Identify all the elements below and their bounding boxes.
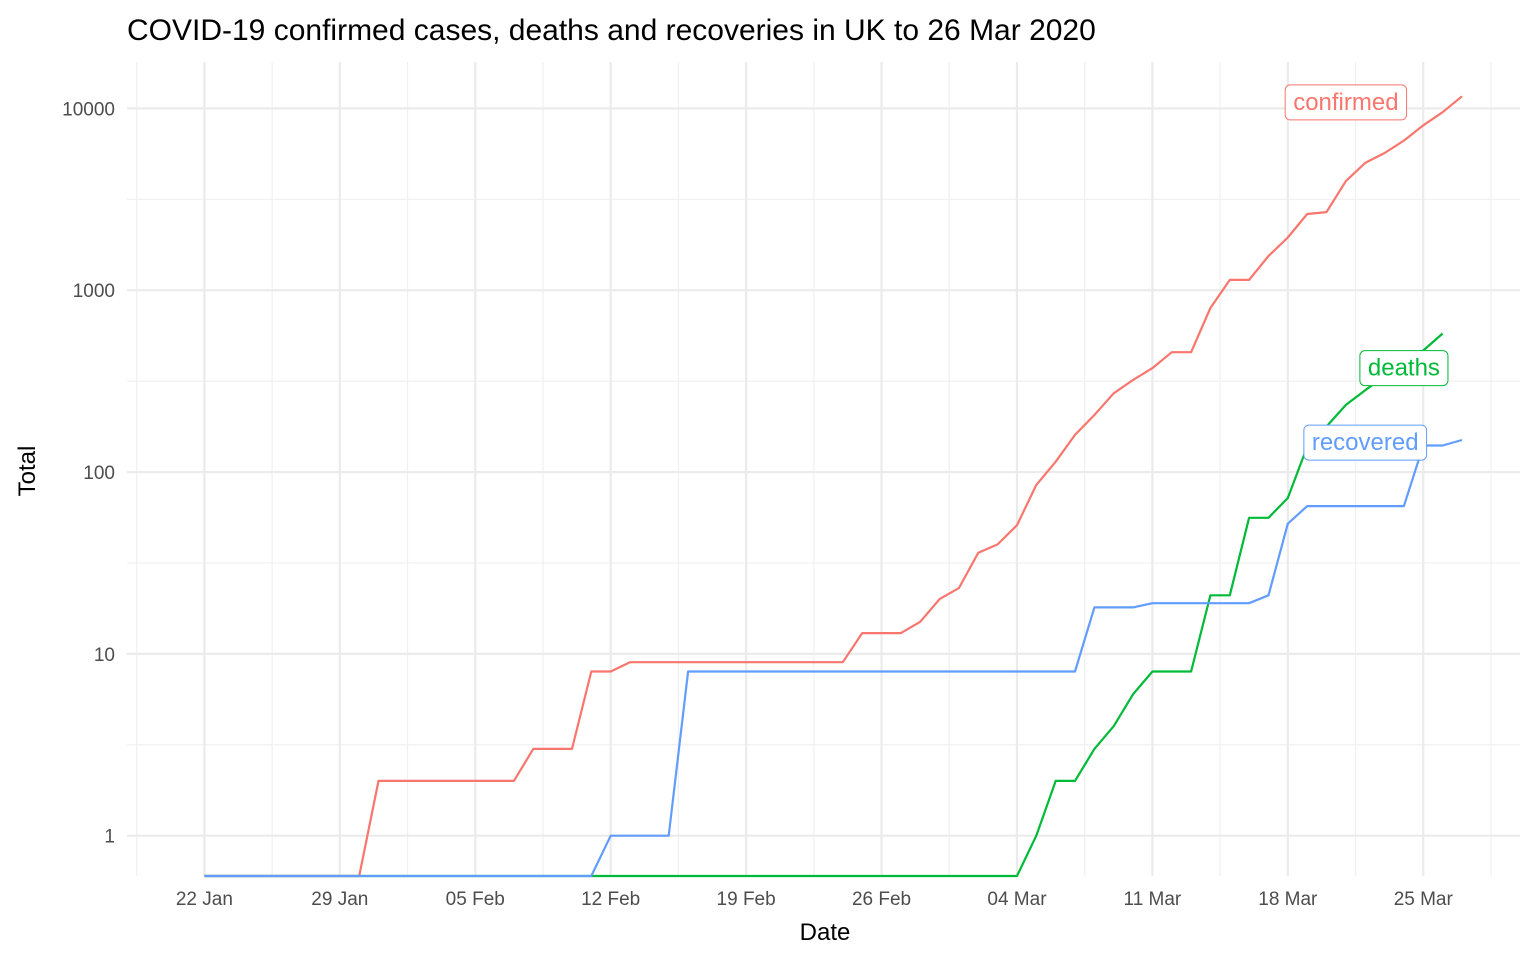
x-tick-label: 26 Feb xyxy=(852,889,911,910)
series-label-text: confirmed xyxy=(1293,89,1398,116)
x-tick-label: 05 Feb xyxy=(446,889,505,910)
series-label-text: recovered xyxy=(1312,429,1419,456)
x-tick-label: 04 Mar xyxy=(987,889,1047,910)
series-label-box xyxy=(1284,84,1408,121)
y-tick-label: 1000 xyxy=(73,281,115,302)
grid-major xyxy=(127,62,1520,876)
x-axis-title: Date xyxy=(800,919,851,946)
series-label-box xyxy=(1359,350,1449,387)
series-label-box xyxy=(1303,424,1428,461)
series-lines xyxy=(204,95,1463,878)
x-tick-label: 25 Mar xyxy=(1394,889,1454,910)
x-tick-label: 22 Jan xyxy=(176,889,233,910)
x-tick-label: 11 Mar xyxy=(1124,889,1182,910)
series-labels: confirmed deaths recovered xyxy=(1284,84,1449,461)
y-axis-ticks: 1 10 100 1000 10000 xyxy=(62,99,115,847)
series-label-recovered: recovered xyxy=(1303,424,1428,461)
series-line-confirmed xyxy=(204,95,1463,878)
series-line-recovered xyxy=(204,438,1463,878)
series-label-deaths: deaths xyxy=(1359,350,1449,387)
y-tick-label: 10000 xyxy=(62,99,115,120)
y-tick-label: 1 xyxy=(104,827,115,848)
x-tick-label: 18 Mar xyxy=(1258,889,1318,910)
series-label-text: deaths xyxy=(1368,355,1440,382)
series-label-confirmed: confirmed xyxy=(1284,84,1408,121)
y-tick-label: 100 xyxy=(83,463,115,484)
x-tick-label: 19 Feb xyxy=(717,889,776,910)
y-tick-label: 10 xyxy=(94,645,115,666)
x-tick-label: 12 Feb xyxy=(581,889,640,910)
chart-title: COVID-19 confirmed cases, deaths and rec… xyxy=(127,14,1096,47)
series-line-deaths xyxy=(204,332,1444,878)
x-tick-label: 29 Jan xyxy=(311,889,368,910)
y-axis-title: Total xyxy=(14,446,41,497)
grid-minor xyxy=(127,62,1520,876)
x-axis-ticks: 22 Jan 29 Jan 05 Feb 12 Feb 19 Feb 26 Feb 04 M… xyxy=(176,889,1454,910)
